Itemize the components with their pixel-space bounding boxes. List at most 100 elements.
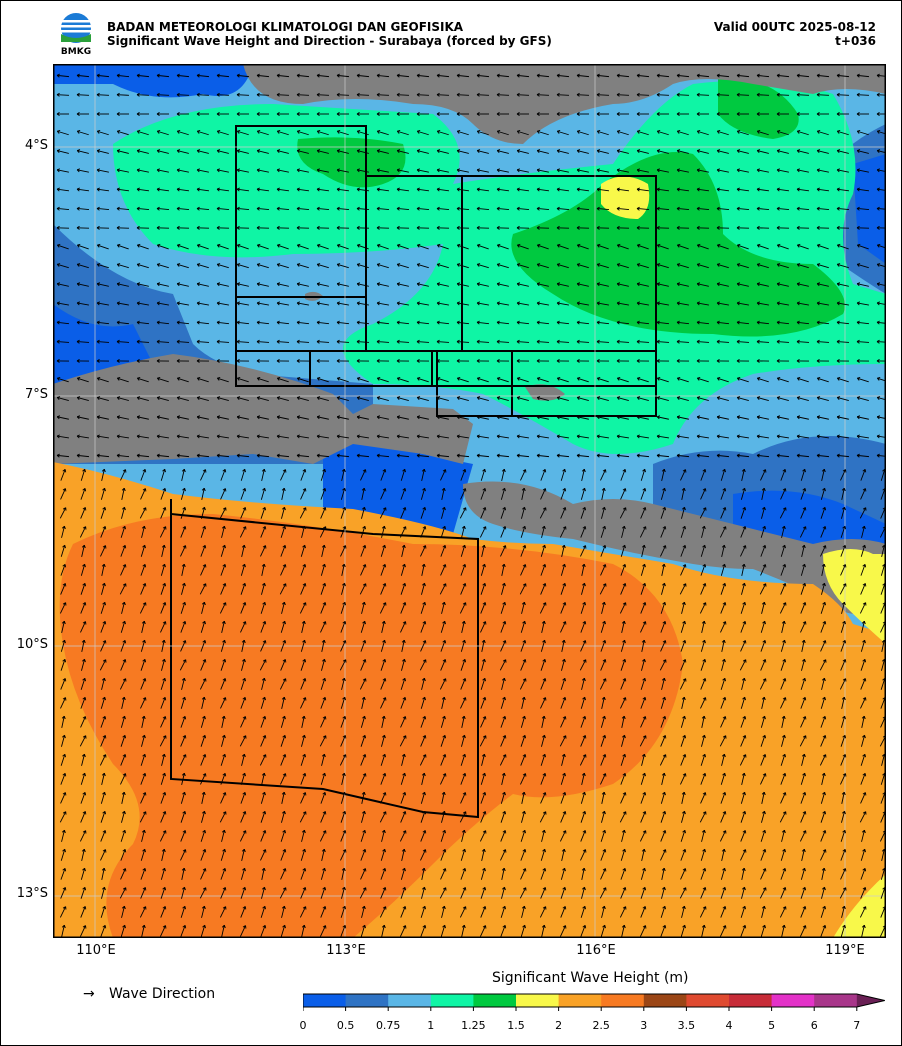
colorbar-tick-label: 7 xyxy=(853,1019,861,1032)
wave-arrow-head xyxy=(816,206,820,211)
wave-arrow xyxy=(76,208,90,210)
wave-arrow xyxy=(417,130,429,136)
wave-arrow-head xyxy=(861,924,866,929)
wave-arrow-head xyxy=(356,92,360,97)
wave-arrow xyxy=(480,697,486,709)
wave-arrow xyxy=(760,830,766,842)
wave-arrow xyxy=(217,377,229,383)
wave-arrow xyxy=(800,678,806,690)
wave-arrow-head xyxy=(876,339,880,344)
wave-arrow-head xyxy=(256,263,261,267)
wave-arrow-head xyxy=(276,243,281,248)
wave-arrow xyxy=(117,150,129,154)
wave-arrow-head xyxy=(396,339,400,344)
wave-arrow xyxy=(417,397,429,401)
wave-arrow xyxy=(360,716,366,728)
wave-arrow-head xyxy=(742,716,747,720)
wave-arrow xyxy=(717,283,729,287)
wave-arrow xyxy=(696,341,710,343)
wave-arrow-head xyxy=(582,621,587,625)
wave-arrow xyxy=(239,830,247,842)
wave-arrow xyxy=(517,283,529,287)
wave-arrow xyxy=(377,435,389,439)
wave-arrow xyxy=(440,621,446,633)
wave-arrow-head xyxy=(282,506,286,511)
wave-arrow xyxy=(521,792,525,804)
wave-arrow xyxy=(137,169,149,173)
wave-arrow xyxy=(480,469,486,481)
wave-arrow xyxy=(840,868,846,880)
wave-arrow xyxy=(580,640,586,652)
wave-arrow xyxy=(779,602,787,614)
wave-arrow xyxy=(836,321,850,325)
wave-arrow-head xyxy=(262,640,267,644)
wave-arrow-head xyxy=(76,415,81,420)
wave-arrow-head xyxy=(176,263,181,267)
wave-arrow-head xyxy=(342,810,347,815)
wave-arrow xyxy=(679,887,687,899)
wave-arrow xyxy=(621,735,625,747)
wave-arrow-head xyxy=(656,187,660,192)
wave-arrow-head xyxy=(482,507,487,511)
wave-arrow xyxy=(439,583,447,595)
wave-arrow-head xyxy=(262,696,266,701)
wave-arrow xyxy=(580,811,586,823)
wave-arrow xyxy=(57,244,69,250)
wave-arrow xyxy=(96,341,110,343)
wave-arrow-head xyxy=(181,867,186,872)
wave-arrow xyxy=(461,735,465,747)
wave-arrow xyxy=(420,621,426,633)
wave-arrow xyxy=(761,697,765,709)
wave-arrow-head xyxy=(322,507,327,511)
wave-arrow-head xyxy=(142,868,147,872)
wave-arrow-head xyxy=(76,243,81,248)
wave-arrow xyxy=(717,397,729,401)
wave-arrow xyxy=(521,906,525,918)
wave-arrow xyxy=(657,283,669,287)
wave-arrow-head xyxy=(781,715,786,720)
wave-arrow xyxy=(859,811,867,823)
wave-arrow xyxy=(319,735,327,747)
wave-arrow-head xyxy=(196,225,200,230)
wave-arrow xyxy=(820,640,826,652)
wave-arrow xyxy=(757,416,769,420)
wave-arrow xyxy=(299,811,307,823)
wave-arrow-head xyxy=(516,149,521,154)
wave-arrow-head xyxy=(396,320,400,325)
wave-arrow xyxy=(80,697,86,709)
wave-arrow-head xyxy=(456,206,460,211)
wave-arrow xyxy=(637,377,649,383)
wave-arrow-head xyxy=(222,544,226,549)
wave-arrow xyxy=(180,735,186,747)
wave-arrow xyxy=(61,621,65,633)
wave-arrow xyxy=(756,341,770,343)
wave-arrow xyxy=(716,454,730,458)
wave-arrow-head xyxy=(522,810,526,815)
wave-arrow-head xyxy=(736,320,740,325)
wave-arrow-head xyxy=(502,830,507,834)
wave-arrow-head xyxy=(176,453,180,458)
wave-arrow xyxy=(600,526,606,538)
wave-arrow-head xyxy=(436,73,440,78)
wave-arrow-head xyxy=(516,130,521,134)
wave-arrow-head xyxy=(56,225,60,230)
wave-arrow-head xyxy=(502,506,507,511)
wave-arrow xyxy=(676,208,690,210)
wave-arrow xyxy=(197,416,209,420)
wave-arrow xyxy=(240,792,246,804)
wave-arrow xyxy=(556,74,570,78)
wave-arrow-head xyxy=(462,507,467,511)
wave-arrow-head xyxy=(121,905,126,910)
wave-arrow xyxy=(540,773,546,785)
wave-arrow xyxy=(281,602,285,614)
wave-arrow xyxy=(877,150,886,154)
wave-arrow xyxy=(480,887,486,899)
wave-arrow-head xyxy=(596,358,600,363)
wave-arrow-head xyxy=(856,206,860,211)
wave-arrow-head xyxy=(376,112,380,116)
wave-arrow-head xyxy=(456,434,461,439)
wave-arrow-head xyxy=(222,658,227,663)
wave-arrow xyxy=(861,830,865,842)
wave-arrow xyxy=(237,377,249,383)
wave-arrow-head xyxy=(316,168,321,173)
